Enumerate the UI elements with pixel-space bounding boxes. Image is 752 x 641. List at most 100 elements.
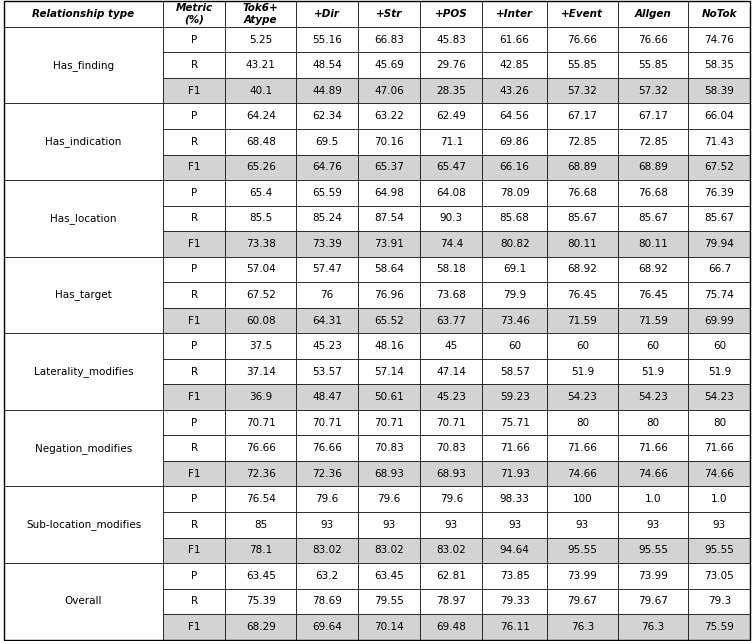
Text: 73.38: 73.38 bbox=[246, 239, 276, 249]
Bar bbox=[296, 385, 358, 410]
Bar bbox=[482, 487, 547, 512]
Bar bbox=[617, 410, 688, 435]
Text: 42.85: 42.85 bbox=[500, 60, 529, 70]
Text: Relationship type: Relationship type bbox=[32, 9, 135, 19]
Text: 70.71: 70.71 bbox=[312, 418, 342, 428]
Bar bbox=[358, 180, 420, 206]
Bar bbox=[547, 410, 617, 435]
Text: 62.81: 62.81 bbox=[436, 571, 466, 581]
Text: 45: 45 bbox=[444, 341, 458, 351]
Bar bbox=[547, 588, 617, 614]
Bar bbox=[296, 27, 358, 53]
Bar bbox=[226, 103, 296, 129]
Bar bbox=[296, 359, 358, 385]
Bar bbox=[420, 27, 482, 53]
Text: 80.11: 80.11 bbox=[568, 239, 597, 249]
Bar bbox=[163, 256, 226, 282]
Text: 37.14: 37.14 bbox=[246, 367, 276, 376]
Text: Sub-location_modifies: Sub-location_modifies bbox=[26, 519, 141, 530]
Bar bbox=[688, 180, 750, 206]
Bar bbox=[482, 512, 547, 538]
Text: 79.94: 79.94 bbox=[705, 239, 735, 249]
Text: 60: 60 bbox=[713, 341, 726, 351]
Text: 80: 80 bbox=[713, 418, 726, 428]
Bar bbox=[420, 538, 482, 563]
Text: 68.89: 68.89 bbox=[638, 162, 668, 172]
Bar bbox=[4, 333, 163, 410]
Text: 66.7: 66.7 bbox=[708, 265, 731, 274]
Text: 43.21: 43.21 bbox=[246, 60, 276, 70]
Text: 85.67: 85.67 bbox=[568, 213, 597, 223]
Text: 60: 60 bbox=[508, 341, 521, 351]
Text: 62.34: 62.34 bbox=[312, 111, 342, 121]
Bar bbox=[617, 231, 688, 256]
Bar bbox=[482, 180, 547, 206]
Text: 80: 80 bbox=[576, 418, 589, 428]
Bar bbox=[163, 103, 226, 129]
Text: 80: 80 bbox=[647, 418, 660, 428]
Text: 69.48: 69.48 bbox=[436, 622, 466, 632]
Bar bbox=[482, 129, 547, 154]
Bar bbox=[688, 385, 750, 410]
Text: 57.14: 57.14 bbox=[374, 367, 404, 376]
Bar bbox=[358, 538, 420, 563]
Text: 60: 60 bbox=[647, 341, 660, 351]
Bar bbox=[358, 154, 420, 180]
Text: 87.54: 87.54 bbox=[374, 213, 404, 223]
Bar bbox=[296, 256, 358, 282]
Bar bbox=[358, 282, 420, 308]
Bar bbox=[482, 588, 547, 614]
Bar bbox=[163, 614, 226, 640]
Text: F1: F1 bbox=[188, 469, 201, 479]
Bar bbox=[688, 256, 750, 282]
Text: 74.66: 74.66 bbox=[568, 469, 597, 479]
Text: 29.76: 29.76 bbox=[436, 60, 466, 70]
Bar bbox=[296, 103, 358, 129]
Bar bbox=[226, 53, 296, 78]
Text: R: R bbox=[191, 443, 198, 453]
Bar bbox=[547, 103, 617, 129]
Bar bbox=[4, 256, 163, 333]
Bar bbox=[296, 563, 358, 588]
Bar bbox=[163, 359, 226, 385]
Bar bbox=[617, 1, 688, 27]
Bar bbox=[420, 385, 482, 410]
Bar bbox=[547, 129, 617, 154]
Bar bbox=[358, 359, 420, 385]
Bar bbox=[358, 333, 420, 359]
Text: F1: F1 bbox=[188, 162, 201, 172]
Text: 69.99: 69.99 bbox=[705, 315, 735, 326]
Text: 78.97: 78.97 bbox=[436, 596, 466, 606]
Text: 5.25: 5.25 bbox=[249, 35, 272, 45]
Bar bbox=[296, 308, 358, 333]
Text: 47.06: 47.06 bbox=[374, 86, 404, 96]
Bar bbox=[420, 129, 482, 154]
Bar bbox=[420, 78, 482, 103]
Bar bbox=[688, 614, 750, 640]
Text: 76.45: 76.45 bbox=[568, 290, 597, 300]
Text: F1: F1 bbox=[188, 622, 201, 632]
Text: 58.18: 58.18 bbox=[436, 265, 466, 274]
Text: 85.24: 85.24 bbox=[312, 213, 342, 223]
Bar bbox=[617, 614, 688, 640]
Text: 73.68: 73.68 bbox=[436, 290, 466, 300]
Bar bbox=[547, 256, 617, 282]
Bar bbox=[358, 103, 420, 129]
Text: 54.23: 54.23 bbox=[705, 392, 735, 402]
Bar bbox=[482, 563, 547, 588]
Bar bbox=[482, 308, 547, 333]
Bar bbox=[547, 359, 617, 385]
Text: 48.16: 48.16 bbox=[374, 341, 404, 351]
Text: 66.83: 66.83 bbox=[374, 35, 404, 45]
Bar bbox=[358, 410, 420, 435]
Bar bbox=[358, 256, 420, 282]
Text: 67.52: 67.52 bbox=[246, 290, 276, 300]
Bar bbox=[226, 512, 296, 538]
Text: 68.92: 68.92 bbox=[638, 265, 668, 274]
Bar bbox=[163, 385, 226, 410]
Text: 76.54: 76.54 bbox=[246, 494, 276, 504]
Bar bbox=[547, 512, 617, 538]
Bar bbox=[420, 563, 482, 588]
Bar bbox=[163, 435, 226, 461]
Bar bbox=[482, 256, 547, 282]
